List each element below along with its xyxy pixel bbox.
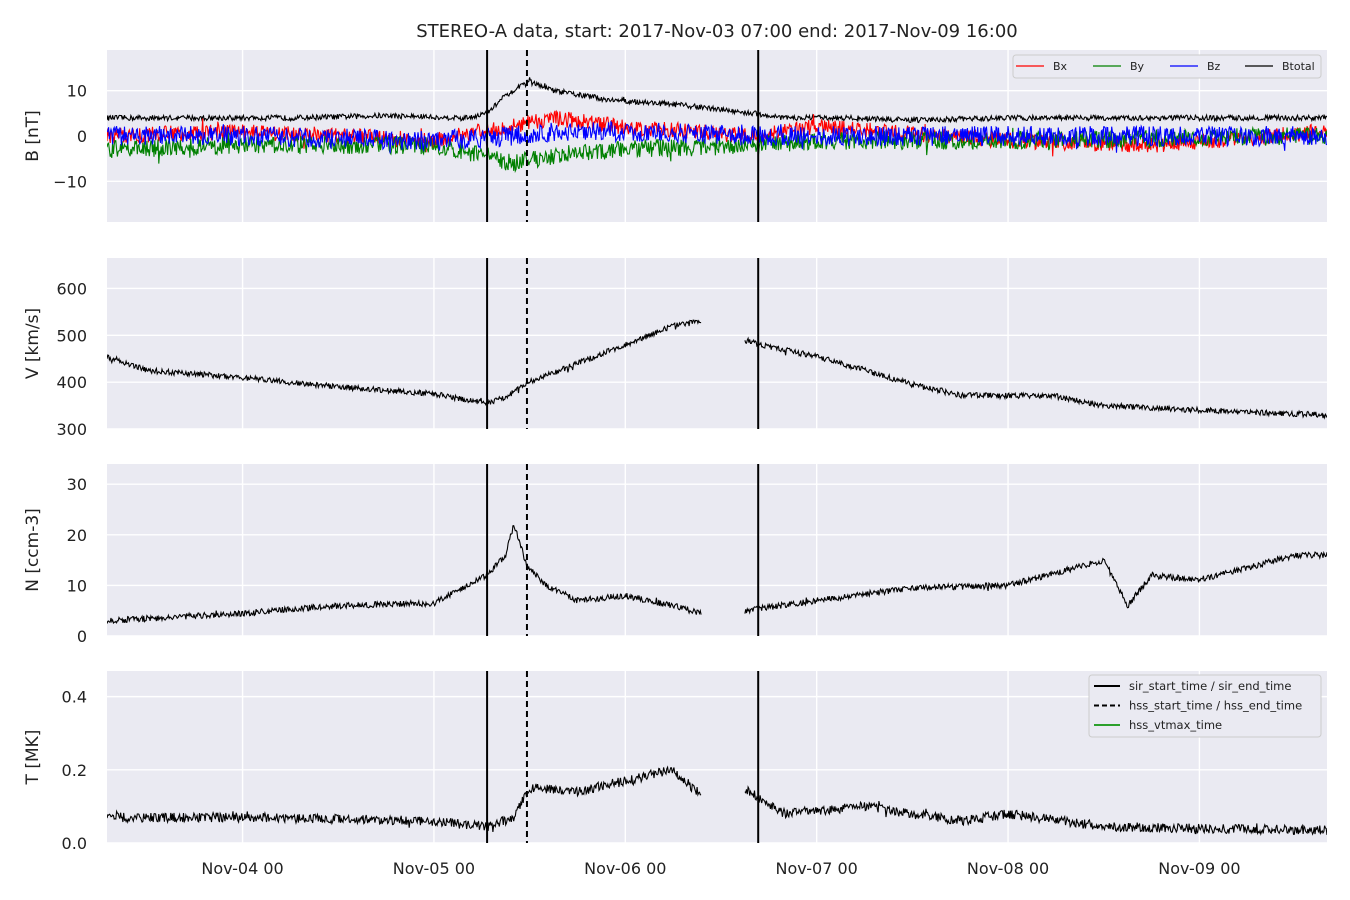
y-tick-label: 30 bbox=[67, 475, 87, 494]
x-tick-label: Nov-04 00 bbox=[201, 859, 283, 878]
x-tick-label: Nov-05 00 bbox=[393, 859, 475, 878]
y-tick-label: 600 bbox=[56, 279, 87, 298]
x-tick-label: Nov-07 00 bbox=[775, 859, 857, 878]
legend-b-components: Bx By Bz Btotal bbox=[1012, 54, 1322, 79]
x-tick-label: Nov-06 00 bbox=[584, 859, 666, 878]
legend-box bbox=[1012, 54, 1322, 79]
series-group bbox=[107, 765, 1327, 837]
panel-V: 300 400 500 600 V [km/s] bbox=[23, 258, 1327, 439]
y-axis-label: N [ccm-3] bbox=[23, 508, 43, 592]
legend-label: Bz bbox=[1207, 60, 1221, 73]
legend-events: sir_start_time / sir_end_time hss_start_t… bbox=[1088, 674, 1322, 738]
y-tick-label: 0.4 bbox=[62, 688, 87, 707]
plot-area bbox=[107, 258, 1327, 429]
legend-label: sir_start_time / sir_end_time bbox=[1129, 679, 1291, 693]
y-tick-label: 400 bbox=[56, 373, 87, 392]
y-tick-label: −10 bbox=[53, 172, 87, 191]
y-tick-label: 500 bbox=[56, 326, 87, 345]
y-tick-label: 0.2 bbox=[62, 761, 87, 780]
series-line-T bbox=[107, 765, 1327, 837]
legend-label: hss_vtmax_time bbox=[1129, 718, 1222, 732]
y-tick-label: 300 bbox=[56, 420, 87, 439]
legend-box bbox=[1088, 674, 1322, 738]
y-tick-label: 20 bbox=[67, 526, 87, 545]
panel-B: −10 0 10 B [nT] Bx By Bz Btotal bbox=[23, 50, 1327, 222]
x-tick-label: Nov-09 00 bbox=[1158, 859, 1240, 878]
y-tick-label: 0 bbox=[77, 627, 87, 646]
y-axis-label: B [nT] bbox=[23, 110, 43, 162]
legend-label: Bx bbox=[1053, 60, 1068, 73]
panel-N: 0 10 20 30 N [ccm-3] bbox=[23, 464, 1327, 646]
series-line-V bbox=[107, 319, 1327, 420]
series-group bbox=[107, 524, 1327, 625]
y-tick-label: 10 bbox=[67, 82, 87, 101]
y-axis-label: T [MK] bbox=[23, 730, 43, 786]
x-tick-label: Nov-08 00 bbox=[967, 859, 1049, 878]
y-axis-label: V [km/s] bbox=[23, 308, 43, 379]
y-tick-label: 0.0 bbox=[62, 834, 87, 853]
plot-area bbox=[107, 464, 1327, 636]
series-group bbox=[107, 77, 1327, 174]
series-line-Btotal bbox=[107, 77, 1327, 124]
series-line-N bbox=[107, 524, 1327, 625]
legend-label: Btotal bbox=[1282, 60, 1315, 73]
figure-title: STEREO-A data, start: 2017-Nov-03 07:00 … bbox=[416, 21, 1017, 42]
legend-label: By bbox=[1130, 60, 1145, 73]
legend-label: hss_start_time / hss_end_time bbox=[1129, 699, 1302, 713]
y-tick-label: 0 bbox=[77, 127, 87, 146]
series-group bbox=[107, 319, 1327, 420]
y-tick-label: 10 bbox=[67, 576, 87, 595]
series-line-Bz bbox=[107, 120, 1327, 154]
